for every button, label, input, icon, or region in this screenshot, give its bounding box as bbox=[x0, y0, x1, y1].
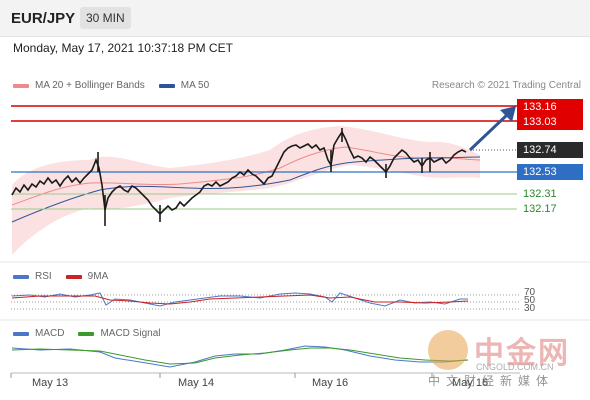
candlesticks bbox=[11, 128, 467, 226]
rsi-9ma-swatch bbox=[65, 274, 82, 279]
level-label-132-31: 132.31 bbox=[523, 188, 557, 200]
bollinger-swatch bbox=[13, 83, 29, 88]
level-label-133-03: 133.03 bbox=[517, 114, 583, 130]
watermark-domain: CNGOLD.COM.CN bbox=[476, 362, 554, 372]
ma50-swatch bbox=[158, 83, 175, 88]
main-legend: MA 20 + Bollinger Bands MA 50 bbox=[13, 80, 209, 91]
cngold-logo-icon bbox=[428, 330, 468, 370]
research-credit: Research © 2021 Trading Central bbox=[431, 80, 581, 91]
x-label-may16: May 16 bbox=[312, 377, 349, 389]
legend-ma50: MA 50 bbox=[180, 80, 210, 91]
macd-legend: MACD MACD Signal bbox=[13, 328, 160, 339]
level-label-133-16: 133.16 bbox=[517, 99, 583, 115]
watermark-cn: 中金网 bbox=[474, 336, 570, 371]
legend-bollinger: MA 20 + Bollinger Bands bbox=[35, 80, 145, 91]
rsi-label-70: 70 bbox=[524, 287, 536, 298]
legend-rsi-9ma: 9MA bbox=[87, 271, 109, 282]
x-label-may16b: May 16 bbox=[452, 377, 489, 389]
ma50-line bbox=[11, 156, 481, 223]
legend-macd: MACD bbox=[35, 328, 65, 339]
forecast-arrow bbox=[468, 112, 510, 152]
rsi-level-labels: 70 50 30 bbox=[524, 287, 536, 314]
macd-signal-swatch bbox=[78, 331, 95, 336]
level-label-132-53: 132.53 bbox=[517, 164, 583, 180]
cngold-watermark: 中金网 CNGOLD.COM.CN 中文财经新媒体 bbox=[428, 326, 578, 388]
legend-macd-signal: MACD Signal bbox=[100, 328, 161, 339]
rsi-legend: RSI 9MA bbox=[13, 271, 108, 282]
rsi-label-50: 50 bbox=[524, 295, 536, 306]
rsi-swatch bbox=[13, 274, 29, 279]
timeframe-button[interactable]: 30 MIN bbox=[80, 7, 131, 29]
rsi-9ma-line bbox=[11, 294, 469, 305]
level-label-132-74: 132.74 bbox=[517, 142, 583, 158]
macd-signal-line bbox=[11, 347, 469, 365]
timestamp: Monday, May 17, 2021 10:37:18 PM CET bbox=[13, 41, 233, 55]
level-label-132-17: 132.17 bbox=[523, 203, 557, 215]
arrow-head-icon bbox=[500, 106, 516, 122]
header-bar: EUR/JPY 30 MIN bbox=[0, 0, 590, 37]
bollinger-band bbox=[12, 126, 480, 255]
macd-line bbox=[11, 345, 469, 368]
watermark-sub: 中文财经新媒体 bbox=[428, 374, 555, 388]
x-label-may14: May 14 bbox=[178, 377, 215, 389]
symbol-label: EUR/JPY bbox=[11, 10, 76, 27]
macd-swatch bbox=[13, 331, 29, 336]
legend-rsi: RSI bbox=[35, 271, 52, 282]
rsi-label-30: 30 bbox=[524, 303, 536, 314]
x-label-may13: May 13 bbox=[32, 377, 69, 389]
